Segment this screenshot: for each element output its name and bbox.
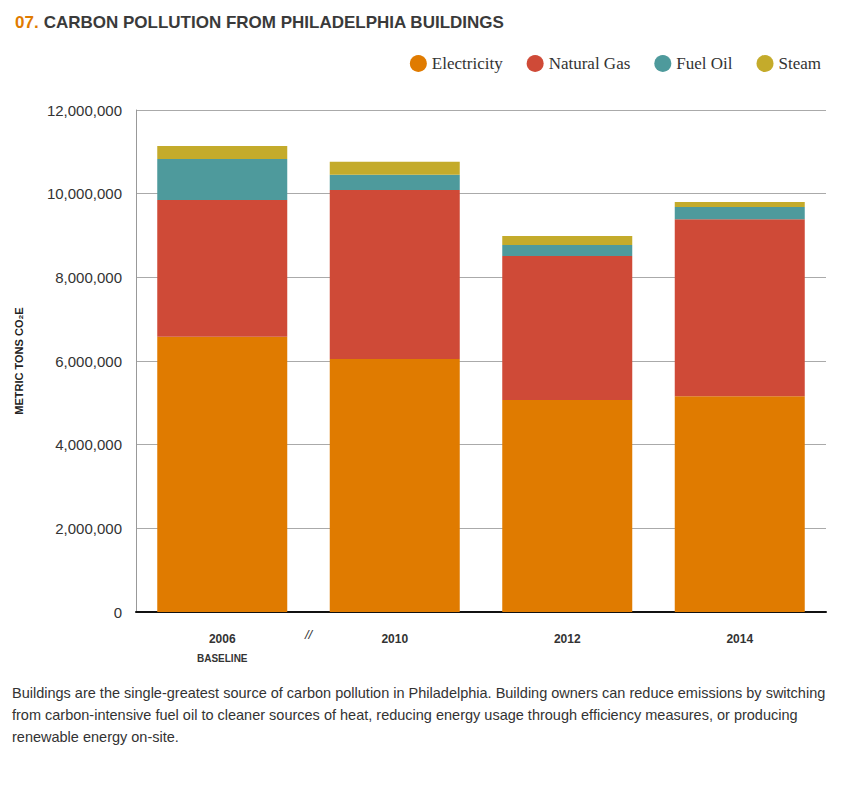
svg-text:8,000,000: 8,000,000 — [55, 269, 122, 286]
svg-text:07.: 07. — [15, 13, 39, 32]
svg-text:BASELINE: BASELINE — [197, 653, 248, 664]
svg-text://: // — [304, 627, 314, 642]
svg-text:12,000,000: 12,000,000 — [47, 102, 122, 119]
svg-text:METRIC TONS CO₂E: METRIC TONS CO₂E — [13, 307, 25, 414]
svg-text:2010: 2010 — [381, 632, 408, 646]
svg-text:6,000,000: 6,000,000 — [55, 353, 122, 370]
svg-text:Natural Gas: Natural Gas — [549, 54, 631, 73]
svg-text:2006: 2006 — [209, 632, 236, 646]
svg-text:2012: 2012 — [554, 632, 581, 646]
svg-text:Electricity: Electricity — [432, 54, 503, 73]
svg-text:2014: 2014 — [726, 632, 753, 646]
svg-text:10,000,000: 10,000,000 — [47, 185, 122, 202]
svg-text:CARBON POLLUTION FROM PHILADEL: CARBON POLLUTION FROM PHILADELPHIA BUILD… — [44, 13, 504, 32]
svg-text:2,000,000: 2,000,000 — [55, 520, 122, 537]
html-text:Buildings are the single-great: Buildings are the single-greatest source… — [12, 685, 826, 745]
svg-text:Steam: Steam — [779, 54, 822, 73]
svg-text:Fuel Oil: Fuel Oil — [676, 54, 732, 73]
svg-text:0: 0 — [114, 604, 122, 621]
svg-text:4,000,000: 4,000,000 — [55, 436, 122, 453]
